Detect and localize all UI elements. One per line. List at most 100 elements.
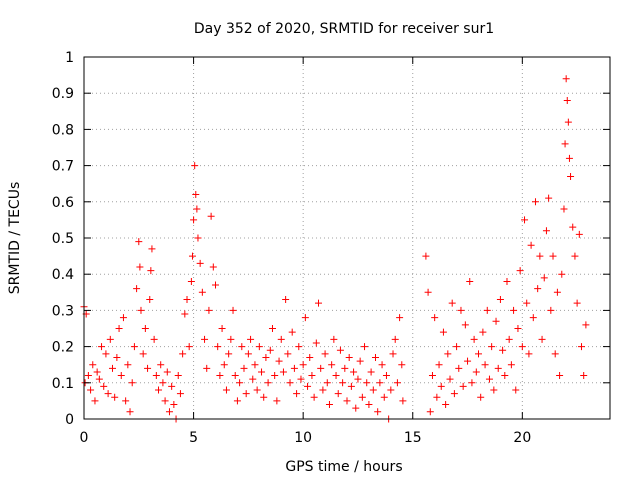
data-point bbox=[485, 375, 493, 383]
data-point bbox=[218, 325, 226, 332]
data-point bbox=[222, 386, 230, 394]
data-point bbox=[113, 353, 121, 361]
data-point bbox=[279, 368, 287, 376]
data-point bbox=[556, 372, 564, 380]
data-point bbox=[562, 75, 570, 83]
data-point bbox=[231, 372, 239, 380]
data-point bbox=[163, 368, 171, 376]
data-point bbox=[191, 162, 199, 170]
data-point bbox=[345, 353, 353, 361]
data-point bbox=[209, 263, 217, 271]
data-point bbox=[321, 350, 329, 358]
data-point bbox=[575, 230, 583, 238]
data-point bbox=[536, 252, 544, 260]
data-point bbox=[244, 350, 252, 358]
data-point bbox=[490, 386, 498, 394]
data-point bbox=[319, 386, 327, 394]
data-point bbox=[339, 379, 347, 387]
data-point bbox=[422, 252, 430, 260]
data-point bbox=[100, 382, 108, 390]
data-point bbox=[290, 364, 298, 372]
data-point bbox=[174, 372, 182, 380]
data-point bbox=[159, 379, 167, 387]
data-point bbox=[347, 382, 355, 390]
data-point bbox=[494, 364, 502, 372]
data-point bbox=[212, 281, 219, 289]
data-point bbox=[216, 372, 224, 380]
data-point bbox=[542, 227, 550, 235]
data-point bbox=[389, 350, 397, 358]
data-point bbox=[170, 401, 178, 409]
y-tick-label: 1 bbox=[65, 50, 74, 66]
data-point bbox=[448, 299, 456, 307]
data-point bbox=[558, 270, 566, 278]
data-point bbox=[117, 372, 125, 380]
data-point bbox=[242, 390, 250, 398]
data-point bbox=[141, 325, 149, 332]
data-point bbox=[253, 386, 261, 394]
x-tick-label: 15 bbox=[404, 430, 422, 446]
data-point bbox=[470, 335, 478, 343]
data-point bbox=[488, 343, 496, 351]
data-point bbox=[255, 343, 263, 351]
data-point bbox=[315, 299, 323, 307]
data-point bbox=[106, 335, 114, 343]
data-point bbox=[547, 306, 555, 314]
data-point bbox=[205, 306, 213, 314]
data-point bbox=[365, 401, 373, 409]
data-point bbox=[193, 205, 201, 213]
data-point bbox=[380, 393, 388, 401]
data-point bbox=[198, 288, 206, 296]
data-point bbox=[201, 335, 209, 343]
data-point bbox=[553, 288, 561, 296]
data-point bbox=[115, 325, 123, 332]
data-point bbox=[273, 397, 281, 405]
data-point bbox=[188, 252, 196, 260]
data-point bbox=[190, 216, 198, 224]
data-point bbox=[258, 368, 266, 376]
x-axis-label: GPS time / hours bbox=[285, 459, 402, 475]
y-tick-label: 0.2 bbox=[52, 340, 74, 356]
data-point bbox=[185, 343, 193, 351]
data-point bbox=[378, 361, 386, 369]
data-point bbox=[137, 306, 145, 314]
data-point bbox=[282, 296, 290, 304]
data-point bbox=[284, 350, 292, 358]
data-point bbox=[332, 372, 340, 380]
data-point bbox=[477, 393, 485, 401]
data-point bbox=[358, 393, 366, 401]
data-point bbox=[111, 393, 119, 401]
data-point bbox=[483, 306, 491, 314]
data-point bbox=[148, 245, 156, 253]
data-point bbox=[286, 379, 294, 387]
data-point bbox=[387, 386, 395, 394]
data-point bbox=[510, 306, 518, 314]
data-point bbox=[499, 346, 507, 354]
data-point bbox=[227, 335, 235, 343]
data-point bbox=[207, 212, 215, 220]
data-point bbox=[371, 353, 379, 361]
data-point bbox=[133, 285, 141, 293]
x-tick-label: 5 bbox=[189, 430, 198, 446]
data-point bbox=[523, 299, 531, 307]
data-point bbox=[431, 314, 439, 322]
data-point bbox=[304, 382, 312, 390]
data-point bbox=[578, 343, 586, 351]
data-point bbox=[102, 350, 110, 358]
axes: 00.10.20.30.40.50.60.70.80.910 5 10 15 20 bbox=[52, 50, 610, 446]
data-point bbox=[435, 361, 443, 369]
data-point bbox=[457, 306, 465, 314]
data-point bbox=[299, 361, 307, 369]
data-point bbox=[139, 350, 147, 358]
data-point bbox=[236, 379, 244, 387]
data-point bbox=[249, 375, 257, 383]
data-point bbox=[317, 364, 325, 372]
data-point bbox=[260, 393, 268, 401]
data-point bbox=[479, 328, 487, 336]
data-point bbox=[512, 386, 520, 394]
data-point bbox=[472, 368, 480, 376]
data-point bbox=[538, 335, 546, 343]
data-point bbox=[247, 335, 255, 343]
data-point bbox=[108, 364, 116, 372]
